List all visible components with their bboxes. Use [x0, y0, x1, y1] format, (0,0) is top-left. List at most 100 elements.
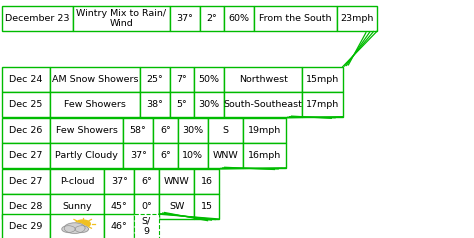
Bar: [2, 118, 50, 143]
Text: 16mph: 16mph: [248, 151, 281, 160]
Text: Dec 29: Dec 29: [9, 222, 43, 231]
Bar: [254, 6, 337, 31]
Text: 17mph: 17mph: [306, 100, 339, 109]
Bar: [50, 67, 140, 92]
Bar: [50, 194, 104, 219]
Text: 30%: 30%: [199, 100, 220, 109]
Bar: [194, 67, 224, 92]
Bar: [134, 194, 159, 219]
Bar: [134, 169, 159, 194]
Text: 0°: 0°: [141, 202, 152, 211]
Bar: [104, 169, 134, 194]
Bar: [178, 118, 208, 143]
Bar: [50, 169, 104, 194]
Text: 19mph: 19mph: [248, 126, 281, 135]
Text: Wintry Mix to Rain/
Wind: Wintry Mix to Rain/ Wind: [76, 9, 166, 28]
Bar: [170, 67, 194, 92]
Bar: [50, 118, 123, 143]
Bar: [50, 92, 140, 117]
Text: 25°: 25°: [146, 75, 163, 84]
Bar: [50, 214, 104, 238]
Bar: [2, 214, 50, 238]
Text: 5°: 5°: [177, 100, 187, 109]
Bar: [178, 143, 208, 168]
Bar: [194, 92, 224, 117]
Text: 37°: 37°: [111, 177, 128, 186]
Bar: [2, 6, 73, 31]
Bar: [159, 194, 194, 219]
Circle shape: [62, 226, 75, 232]
Text: December 23: December 23: [5, 14, 70, 23]
Bar: [123, 143, 153, 168]
Bar: [224, 92, 302, 117]
Bar: [2, 67, 50, 92]
Text: 58°: 58°: [130, 126, 146, 135]
Text: 37°: 37°: [130, 151, 146, 160]
Bar: [2, 194, 50, 219]
Bar: [153, 118, 178, 143]
Text: Northwest: Northwest: [239, 75, 288, 84]
Text: Dec 28: Dec 28: [9, 202, 43, 211]
Bar: [302, 92, 343, 117]
Text: 23mph: 23mph: [340, 14, 374, 23]
Bar: [243, 143, 286, 168]
Text: Partly Cloudy: Partly Cloudy: [55, 151, 118, 160]
Bar: [2, 92, 50, 117]
Text: South-Southeast: South-Southeast: [224, 100, 303, 109]
Text: WNW: WNW: [212, 151, 238, 160]
Text: 16: 16: [201, 177, 213, 186]
Bar: [140, 67, 170, 92]
Bar: [134, 214, 159, 238]
Text: Few Showers: Few Showers: [64, 100, 126, 109]
Bar: [2, 143, 50, 168]
Bar: [140, 92, 170, 117]
Bar: [104, 194, 134, 219]
Text: 37°: 37°: [176, 14, 193, 23]
Text: 15mph: 15mph: [306, 75, 339, 84]
Text: P-cloud: P-cloud: [60, 177, 94, 186]
Text: S: S: [222, 126, 228, 135]
Text: Dec 24: Dec 24: [9, 75, 43, 84]
Text: Few Showers: Few Showers: [55, 126, 118, 135]
Text: SW: SW: [169, 202, 184, 211]
Bar: [153, 143, 178, 168]
Text: 2°: 2°: [207, 14, 217, 23]
Text: Dec 27: Dec 27: [9, 151, 43, 160]
Text: 10%: 10%: [182, 151, 203, 160]
Text: S/
9: S/ 9: [142, 217, 151, 236]
Bar: [2, 169, 50, 194]
Text: 6°: 6°: [160, 151, 171, 160]
Text: Dec 25: Dec 25: [9, 100, 43, 109]
Text: 45°: 45°: [111, 202, 128, 211]
Text: 60%: 60%: [228, 14, 250, 23]
Text: 50%: 50%: [199, 75, 220, 84]
Text: 7°: 7°: [177, 75, 187, 84]
Text: 46°: 46°: [111, 222, 128, 231]
Text: 30%: 30%: [182, 126, 203, 135]
Circle shape: [64, 223, 85, 233]
Bar: [73, 6, 170, 31]
Text: 6°: 6°: [160, 126, 171, 135]
Text: Dec 26: Dec 26: [9, 126, 43, 135]
Text: AM Snow Showers: AM Snow Showers: [52, 75, 138, 84]
Bar: [302, 67, 343, 92]
Bar: [104, 214, 134, 238]
Bar: [200, 6, 224, 31]
Text: Sunny: Sunny: [62, 202, 92, 211]
Text: WNW: WNW: [164, 177, 190, 186]
Bar: [208, 143, 243, 168]
Bar: [224, 67, 302, 92]
Text: Dec 27: Dec 27: [9, 177, 43, 186]
Text: 15: 15: [201, 202, 213, 211]
Bar: [337, 6, 377, 31]
Text: 6°: 6°: [141, 177, 152, 186]
Circle shape: [75, 220, 90, 228]
Bar: [194, 169, 219, 194]
Bar: [170, 6, 200, 31]
Bar: [159, 169, 194, 194]
Bar: [208, 118, 243, 143]
Bar: [194, 194, 219, 219]
Bar: [50, 143, 123, 168]
Text: 38°: 38°: [146, 100, 163, 109]
Text: From the South: From the South: [259, 14, 332, 23]
